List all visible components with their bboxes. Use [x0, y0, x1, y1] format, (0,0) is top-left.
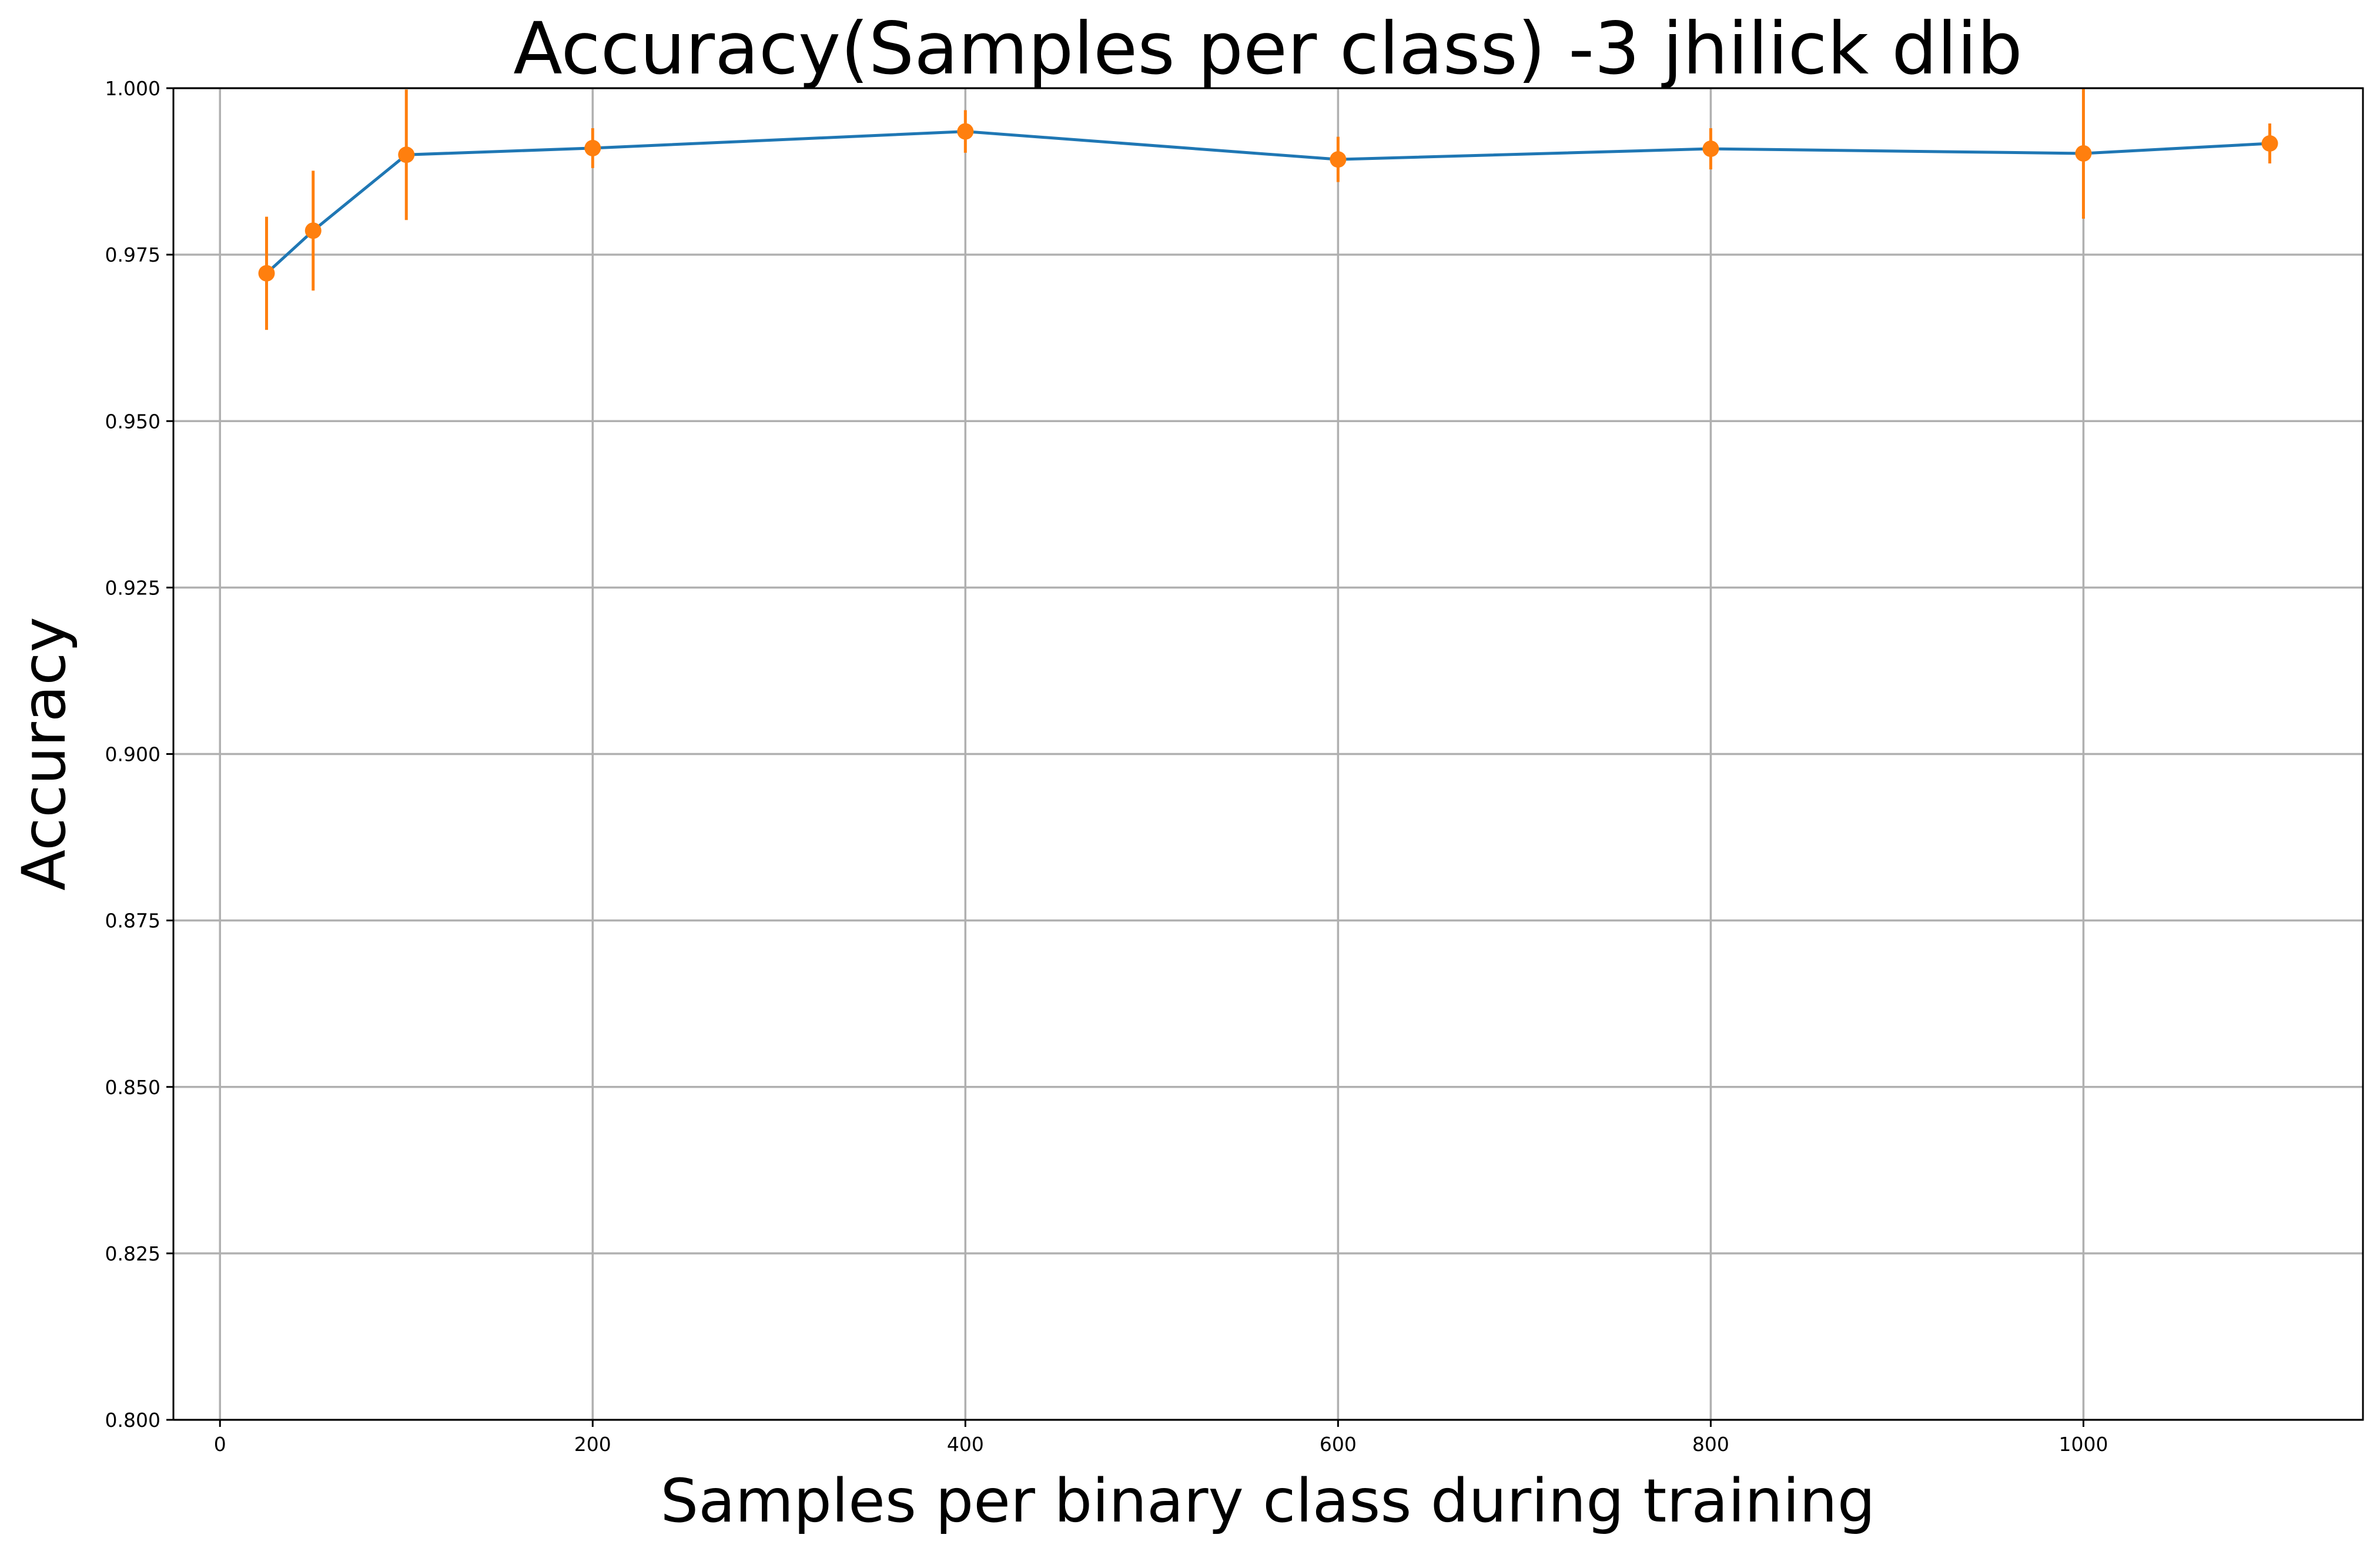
y-tick-label: 0.925: [105, 576, 160, 599]
x-tick-label: 0: [214, 1433, 226, 1456]
chart-title: Accuracy(Samples per class) -3 jhilick d…: [513, 7, 2023, 91]
data-point: [398, 146, 415, 163]
y-tick-label: 0.900: [105, 743, 160, 766]
x-tick-label: 200: [574, 1433, 611, 1456]
data-point: [584, 139, 601, 156]
y-tick-label: 0.875: [105, 910, 160, 932]
data-point: [1702, 141, 1719, 158]
x-tick-label: 800: [1692, 1433, 1729, 1456]
y-axis-label: Accuracy: [9, 617, 79, 891]
y-tick-label: 0.825: [105, 1242, 160, 1265]
data-series: [258, 88, 2278, 330]
data-point: [304, 222, 322, 239]
data-point: [258, 265, 275, 282]
series-line: [265, 130, 2270, 275]
x-axis-label: Samples per binary class during training: [660, 1466, 1875, 1536]
y-tick-label: 0.850: [105, 1076, 160, 1099]
grid-lines: [173, 87, 2363, 1421]
y-tick-label: 1.000: [105, 77, 160, 100]
y-tick-label: 0.800: [105, 1409, 160, 1432]
y-tick-label: 0.950: [105, 410, 160, 433]
data-point: [957, 123, 974, 140]
data-point: [2075, 145, 2092, 162]
data-point: [2261, 135, 2278, 152]
x-tick-label: 1000: [2058, 1433, 2108, 1456]
axis-ticks: 0 200 400 600 800 1000 0.800 0.825 0.850 0.875 0.9…: [105, 77, 2108, 1456]
x-tick-label: 600: [1320, 1433, 1357, 1456]
x-tick-label: 400: [947, 1433, 984, 1456]
y-tick-label: 0.975: [105, 243, 160, 266]
data-point: [1330, 151, 1347, 168]
